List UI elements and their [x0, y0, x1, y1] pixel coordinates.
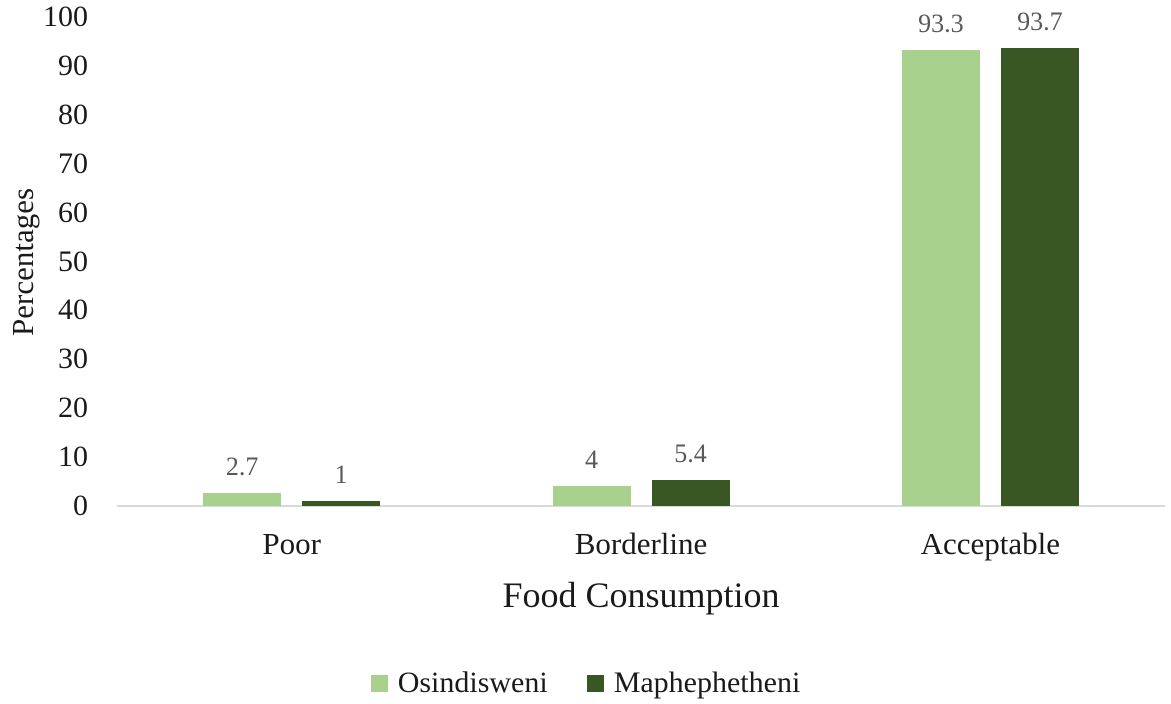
category-label-poor: Poor	[262, 526, 321, 561]
y-tick-label: 80	[58, 97, 88, 131]
y-tick-label: 10	[58, 440, 88, 474]
bar-maphephetheni-borderline	[651, 479, 730, 506]
bar-value-label: 4	[585, 445, 598, 475]
y-tick-label: 90	[58, 48, 88, 82]
bar-value-label: 93.7	[1017, 6, 1063, 36]
bar-osindisweni-poor	[203, 492, 282, 506]
legend-swatch-icon	[586, 674, 604, 692]
legend: Osindisweni Maphephetheni	[0, 666, 1171, 700]
legend-item-osindisweni: Osindisweni	[370, 666, 548, 700]
bar-maphephetheni-acceptable	[1000, 47, 1079, 506]
y-tick-label: 20	[58, 391, 88, 425]
bar-value-label: 2.7	[225, 451, 259, 481]
bar-value-label: 5.4	[674, 438, 707, 468]
category-axis-labels: Poor Borderline Acceptable	[117, 524, 1165, 564]
y-tick-label: 30	[58, 342, 88, 376]
bar-osindisweni-acceptable	[901, 49, 980, 506]
bar-value-label: 1	[334, 460, 348, 490]
legend-item-maphephetheni: Maphephetheni	[586, 666, 801, 700]
category-label-borderline: Borderline	[574, 526, 708, 561]
y-tick-label: 70	[58, 146, 88, 180]
y-tick-label: 60	[58, 195, 88, 229]
bar-value-label: 93.3	[918, 8, 964, 38]
legend-swatch-icon	[370, 674, 388, 692]
y-tick-label: 50	[58, 244, 88, 278]
y-tick-label: 0	[73, 489, 88, 522]
y-tick-label: 100	[43, 0, 88, 33]
legend-label: Maphephetheni	[613, 666, 801, 699]
y-axis-tick-labels: 0 10 20 30 40 50 60 70 80 90 100	[0, 1, 88, 522]
y-tick-label: 40	[58, 293, 88, 327]
bar-osindisweni-borderline	[552, 486, 631, 506]
x-axis-line	[117, 505, 1165, 507]
bar-maphephetheni-poor	[302, 501, 381, 506]
x-axis-title: Food Consumption	[502, 575, 780, 615]
plot-area: 2.7 1 4 5.4 93.3 93.7	[117, 7, 1165, 507]
category-label-acceptable: Acceptable	[920, 526, 1061, 561]
legend-label: Osindisweni	[397, 666, 548, 699]
